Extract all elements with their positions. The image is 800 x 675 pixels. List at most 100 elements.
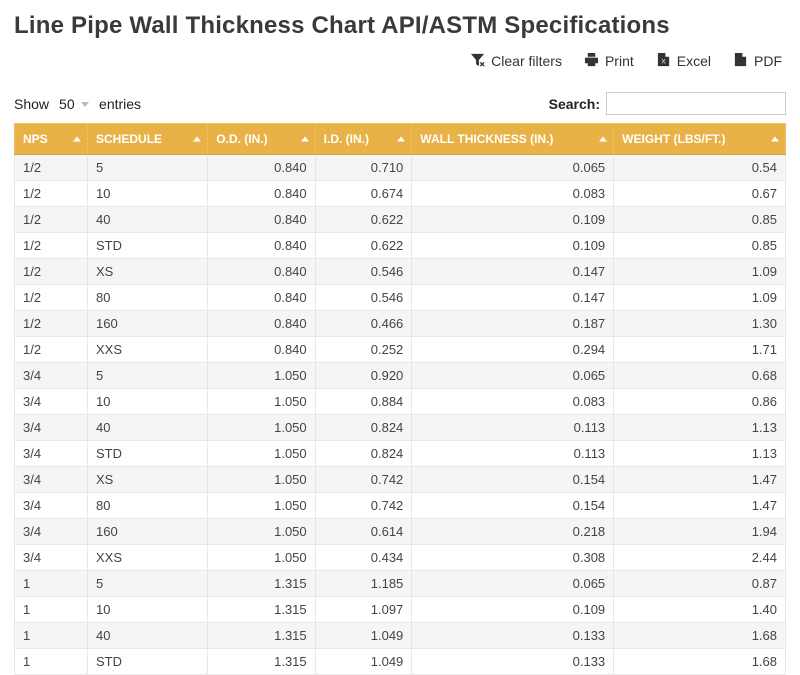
table-cell: 5 [88, 363, 208, 389]
clear-filters-label: Clear filters [491, 53, 562, 69]
table-cell: 0.67 [614, 181, 786, 207]
table-cell: 1/2 [15, 181, 88, 207]
table-cell: 0.622 [315, 207, 412, 233]
table-cell: 1/2 [15, 311, 88, 337]
column-header[interactable]: O.D. (IN.) [208, 124, 315, 155]
table-cell: 1.40 [614, 597, 786, 623]
pdf-icon [733, 52, 748, 70]
table-row: 3/4STD1.0500.8240.1131.13 [15, 441, 786, 467]
table-cell: 0.083 [412, 181, 614, 207]
entries-select[interactable]: 50 [55, 94, 93, 114]
table-cell: 1.09 [614, 259, 786, 285]
table-cell: STD [88, 441, 208, 467]
table-cell: 0.840 [208, 233, 315, 259]
column-header-label: WEIGHT (LBS/FT.) [622, 132, 725, 146]
table-cell: 0.87 [614, 571, 786, 597]
print-label: Print [605, 53, 634, 69]
table-cell: 0.85 [614, 233, 786, 259]
table-cell: 0.065 [412, 155, 614, 181]
table-cell: 1/2 [15, 207, 88, 233]
table-cell: 0.622 [315, 233, 412, 259]
table-row: 1/2XS0.8400.5460.1471.09 [15, 259, 786, 285]
sort-asc-icon [771, 137, 779, 142]
show-entries: Show 50 entries [14, 94, 141, 114]
column-header-label: SCHEDULE [96, 132, 162, 146]
table-cell: 0.840 [208, 259, 315, 285]
table-cell: 1/2 [15, 233, 88, 259]
table-cell: 0.920 [315, 363, 412, 389]
table-row: 1101.3151.0970.1091.40 [15, 597, 786, 623]
table-cell: 0.113 [412, 415, 614, 441]
table-head: NPS SCHEDULE O.D. (IN.) I.D. (IN.)WALL THIC… [15, 124, 786, 155]
table-cell: 0.065 [412, 363, 614, 389]
column-header[interactable]: SCHEDULE [88, 124, 208, 155]
table-cell: 1.71 [614, 337, 786, 363]
table-cell: XS [88, 467, 208, 493]
table-cell: 1/2 [15, 285, 88, 311]
table-cell: 1.47 [614, 493, 786, 519]
table-row: 1/2400.8400.6220.1090.85 [15, 207, 786, 233]
table-body: 1/250.8400.7100.0650.541/2100.8400.6740.… [15, 155, 786, 675]
table-row: 1/2100.8400.6740.0830.67 [15, 181, 786, 207]
table-cell: 1.185 [315, 571, 412, 597]
column-header[interactable]: WALL THICKNESS (IN.) [412, 124, 614, 155]
table-cell: 0.147 [412, 285, 614, 311]
table-row: 1/2XXS0.8400.2520.2941.71 [15, 337, 786, 363]
search-input[interactable] [606, 92, 786, 115]
table-cell: 3/4 [15, 493, 88, 519]
table-row: 1/2STD0.8400.6220.1090.85 [15, 233, 786, 259]
table-row: 3/4XS1.0500.7420.1541.47 [15, 467, 786, 493]
table-cell: 0.85 [614, 207, 786, 233]
table-cell: 1.050 [208, 415, 315, 441]
table-cell: 3/4 [15, 389, 88, 415]
table-cell: 3/4 [15, 545, 88, 571]
table-cell: 80 [88, 285, 208, 311]
table-controls: Show 50 entries Search: [14, 92, 786, 115]
table-cell: 0.218 [412, 519, 614, 545]
excel-button[interactable]: X Excel [656, 52, 711, 70]
column-header[interactable]: I.D. (IN.) [315, 124, 412, 155]
table-row: 1/2800.8400.5460.1471.09 [15, 285, 786, 311]
export-toolbar: Clear filters Print X Excel PDF [14, 52, 782, 70]
filter-icon [470, 52, 485, 70]
table-cell: 0.840 [208, 337, 315, 363]
table-cell: 160 [88, 311, 208, 337]
table-cell: 1.94 [614, 519, 786, 545]
table-cell: 1.315 [208, 649, 315, 675]
table-cell: 0.54 [614, 155, 786, 181]
table-cell: STD [88, 649, 208, 675]
pdf-label: PDF [754, 53, 782, 69]
table-cell: 1.049 [315, 623, 412, 649]
table-cell: 1.315 [208, 623, 315, 649]
table-cell: 0.840 [208, 155, 315, 181]
table-cell: 0.294 [412, 337, 614, 363]
print-icon [584, 52, 599, 70]
table-cell: 1.050 [208, 493, 315, 519]
table-cell: 0.546 [315, 285, 412, 311]
table-cell: 1.13 [614, 441, 786, 467]
table-cell: 1 [15, 623, 88, 649]
table-cell: 0.68 [614, 363, 786, 389]
print-button[interactable]: Print [584, 52, 634, 70]
table-cell: 1.47 [614, 467, 786, 493]
column-header[interactable]: NPS [15, 124, 88, 155]
table-cell: 3/4 [15, 363, 88, 389]
svg-text:X: X [661, 58, 666, 65]
pdf-button[interactable]: PDF [733, 52, 782, 70]
table-row: 3/4801.0500.7420.1541.47 [15, 493, 786, 519]
table-cell: 0.742 [315, 467, 412, 493]
table-cell: 1/2 [15, 337, 88, 363]
table-cell: 0.840 [208, 311, 315, 337]
column-header[interactable]: WEIGHT (LBS/FT.) [614, 124, 786, 155]
table-row: 1/21600.8400.4660.1871.30 [15, 311, 786, 337]
table-row: 1/250.8400.7100.0650.54 [15, 155, 786, 181]
table-row: 1401.3151.0490.1331.68 [15, 623, 786, 649]
table-cell: 0.614 [315, 519, 412, 545]
table-row: 3/4401.0500.8240.1131.13 [15, 415, 786, 441]
table-cell: 0.710 [315, 155, 412, 181]
table-cell: 80 [88, 493, 208, 519]
column-header-label: O.D. (IN.) [216, 132, 267, 146]
table-cell: 1.050 [208, 519, 315, 545]
clear-filters-button[interactable]: Clear filters [470, 52, 562, 70]
table-cell: XXS [88, 545, 208, 571]
